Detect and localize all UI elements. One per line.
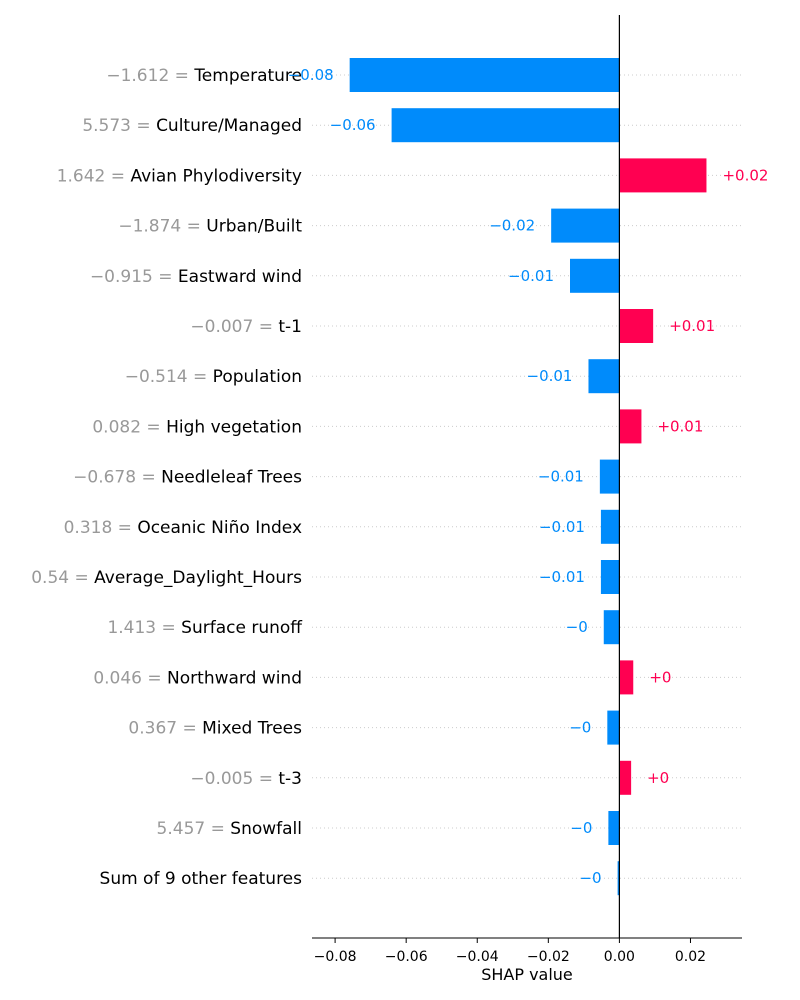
shap-value-label: −0.06: [330, 116, 376, 134]
shap-value-label: −0.01: [508, 267, 554, 285]
bar-avian-phylodiversity: [619, 158, 707, 193]
shap-value-label: −0.08: [288, 66, 334, 84]
feature-name: Mixed Trees: [202, 719, 302, 739]
x-tick-label: −0.04: [456, 949, 499, 965]
shap-value-label: +0.01: [657, 417, 703, 435]
feature-label: 5.457 = Snowfall: [157, 819, 302, 839]
feature-value: 1.642 =: [57, 166, 131, 186]
feature-value: −0.007 =: [190, 317, 278, 337]
shap-value-label: +0.02: [722, 166, 768, 184]
feature-name: Avian Phylodiversity: [130, 166, 302, 186]
x-axis-ticks: −0.08 −0.06 −0.04 −0.02 0.00 0.02: [314, 938, 706, 965]
feature-label: 0.082 = High vegetation: [92, 417, 302, 437]
x-tick-label: −0.08: [314, 949, 357, 965]
feature-label: −1.874 = Urban/Built: [118, 217, 302, 237]
feature-value: −1.612 =: [106, 66, 194, 86]
feature-name: High vegetation: [166, 417, 302, 437]
feature-value: 0.318 =: [64, 518, 138, 538]
shap-value-label: +0: [647, 769, 669, 787]
feature-value: −0.514 =: [125, 367, 213, 387]
shap-value-label: −0.01: [527, 367, 573, 385]
feature-name: Eastward wind: [178, 267, 302, 287]
feature-value: 1.413 =: [107, 618, 181, 638]
feature-label: −0.678 = Needleleaf Trees: [73, 468, 302, 488]
x-axis-label: SHAP value: [481, 965, 573, 984]
shap-value-label: −0.01: [539, 568, 585, 586]
feature-name: Surface runoff: [181, 618, 303, 638]
feature-value: 0.367 =: [128, 719, 202, 739]
feature-name: Culture/Managed: [156, 116, 302, 136]
value-labels: −0.08 −0.06 +0.02 −0.02 −0.01 +0.01 −0.01 +0.01…: [288, 66, 769, 887]
feature-value: 0.082 =: [92, 417, 166, 437]
feature-label: 1.642 = Avian Phylodiversity: [57, 166, 302, 186]
bar-temperature: [349, 58, 620, 92]
feature-name: Northward wind: [167, 668, 302, 688]
shap-value-label: −0: [566, 618, 588, 636]
feature-label: −1.612 = Temperature: [106, 66, 302, 86]
feature-value: 0.046 =: [93, 668, 167, 688]
feature-name: t-1: [278, 317, 302, 337]
feature-value: −0.005 =: [190, 769, 278, 789]
bar-average-daylight-hours: [600, 560, 620, 594]
feature-value: −1.874 =: [118, 217, 206, 237]
x-tick-label: 0.02: [675, 949, 706, 965]
feature-label: 0.318 = Oceanic Niño Index: [64, 518, 302, 538]
bar-snowfall: [608, 811, 620, 845]
bar-northward-wind: [619, 660, 634, 695]
bar-mixed-trees: [607, 710, 620, 745]
shap-value-label: +0.01: [669, 317, 715, 335]
bar-surface-runoff: [603, 610, 620, 645]
bar-t-1: [619, 309, 654, 343]
bar-sum-of-9-other-features: [617, 861, 620, 896]
feature-name: t-3: [278, 769, 302, 789]
shap-value-label: −0: [569, 719, 591, 737]
shap-value-label: −0.01: [538, 468, 584, 486]
feature-name: Sum of 9 other features: [100, 869, 303, 889]
x-tick-label: −0.06: [385, 949, 428, 965]
feature-label: 5.573 = Culture/Managed: [82, 116, 302, 136]
feature-label: −0.915 = Eastward wind: [90, 267, 302, 287]
feature-label: Sum of 9 other features: [100, 869, 303, 889]
feature-label: 0.367 = Mixed Trees: [128, 719, 302, 739]
feature-value: 5.457 =: [157, 819, 231, 839]
bar-oceanic-ni-o-index: [600, 509, 620, 544]
feature-labels: −1.612 = Temperature 5.573 = Culture/Mana…: [31, 66, 303, 889]
x-tick-label: −0.02: [527, 949, 570, 965]
bar-eastward-wind: [570, 258, 620, 293]
bar-culture-managed: [391, 108, 620, 143]
bar-urban-built: [551, 208, 620, 243]
feature-name: Needleleaf Trees: [161, 468, 302, 488]
feature-value: 0.54 =: [31, 568, 94, 588]
feature-name: Temperature: [193, 66, 302, 86]
shap-value-label: −0: [570, 819, 592, 837]
feature-name: Population: [213, 367, 302, 387]
feature-label: 1.413 = Surface runoff: [107, 618, 303, 638]
feature-label: 0.54 = Average_Daylight_Hours: [31, 568, 302, 588]
feature-value: −0.915 =: [90, 267, 178, 287]
feature-value: −0.678 =: [73, 468, 161, 488]
shap-value-label: +0: [649, 668, 671, 686]
feature-label: −0.007 = t-1: [190, 317, 302, 337]
feature-label: 0.046 = Northward wind: [93, 668, 302, 688]
feature-name: Oceanic Niño Index: [137, 518, 302, 538]
bar-needleleaf-trees: [599, 459, 620, 494]
bars: [349, 58, 707, 896]
gridlines: [312, 74, 742, 879]
x-tick-label: 0.00: [604, 949, 635, 965]
bar-t-3: [619, 760, 632, 795]
feature-value: 5.573 =: [82, 116, 156, 136]
feature-name: Snowfall: [230, 819, 302, 839]
shap-value-label: −0: [579, 869, 601, 887]
bar-high-vegetation: [619, 409, 642, 444]
shap-value-label: −0.01: [539, 518, 585, 536]
feature-label: −0.514 = Population: [125, 367, 302, 387]
shap-value-label: −0.02: [489, 217, 535, 235]
feature-name: Average_Daylight_Hours: [94, 568, 302, 588]
feature-label: −0.005 = t-3: [190, 769, 302, 789]
feature-name: Urban/Built: [206, 217, 302, 237]
bar-population: [588, 359, 620, 394]
